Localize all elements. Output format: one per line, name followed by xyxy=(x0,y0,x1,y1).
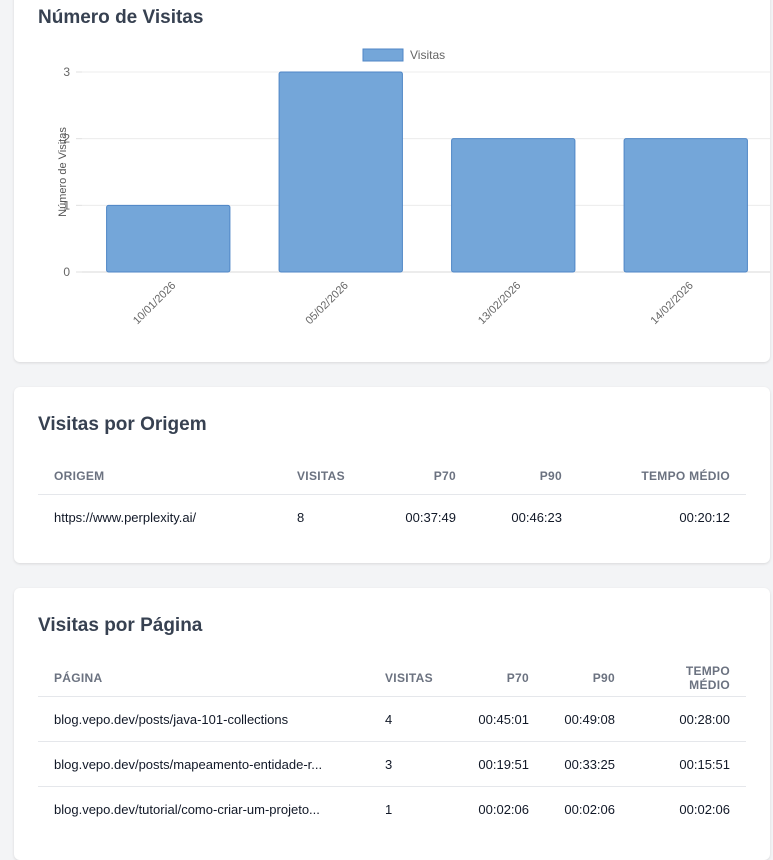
x-tick-label: 13/02/2026 xyxy=(476,280,523,327)
visits-by-page-card: Visitas por Página Página Visitas P70 P9… xyxy=(14,588,770,860)
p90-value: 00:02:06 xyxy=(564,801,615,817)
p90-value: 00:33:25 xyxy=(545,741,631,787)
column-header-visitas: Visitas xyxy=(281,457,381,495)
bar-05-02-2026 xyxy=(278,71,403,273)
page-url: blog.vepo.dev/posts/mapeamento-entidade-… xyxy=(38,741,369,787)
page-table: Página Visitas P70 P90 Tempo Médio blog.… xyxy=(38,659,746,831)
x-tick-label: 05/02/2026 xyxy=(303,280,350,327)
x-tick-label: 14/02/2026 xyxy=(648,280,695,327)
bar-14-02-2026 xyxy=(623,138,748,273)
bar-13-02-2026 xyxy=(451,138,576,273)
bar-10-01-2026 xyxy=(106,204,231,273)
p90-value: 00:49:08 xyxy=(545,696,631,742)
avg-time-value: 00:20:12 xyxy=(679,509,730,525)
origin-url: https://www.perplexity.ai/ xyxy=(54,509,197,525)
column-header-origem: Origem xyxy=(38,457,281,495)
table-row: https://www.perplexity.ai/ 8 00:37:49 00… xyxy=(38,495,746,540)
p90-value: 00:46:23 xyxy=(511,509,562,525)
y-axis-label: Número de Visitas xyxy=(57,127,69,217)
origin-table: Origem Visitas P70 P90 Tempo Médio https… xyxy=(38,457,746,539)
legend-swatch xyxy=(362,48,404,62)
visits-by-origin-card: Visitas por Origem Origem Visitas P70 P9… xyxy=(14,387,770,563)
column-header-p70: P70 xyxy=(457,659,545,697)
avg-time-value: 00:28:00 xyxy=(631,696,746,742)
y-tick-label: 0 xyxy=(63,265,70,279)
p70-value: 00:02:06 xyxy=(478,801,529,817)
p70-value: 00:45:01 xyxy=(457,696,545,742)
column-header-p90: P90 xyxy=(545,659,631,697)
x-tick-label: 10/01/2026 xyxy=(131,280,178,327)
column-header-tempo-medio: Tempo Médio xyxy=(631,659,746,697)
page-table-header: Página Visitas P70 P90 Tempo Médio xyxy=(38,659,746,697)
page-url-text: blog.vepo.dev/posts/mapeamento-entidade-… xyxy=(54,756,323,772)
origin-table-header: Origem Visitas P70 P90 Tempo Médio xyxy=(38,457,746,495)
table-row: blog.vepo.dev/tutorial/como-criar-um-pro… xyxy=(38,787,746,832)
visit-count: 4 xyxy=(369,696,457,742)
y-tick-label: 1 xyxy=(63,198,70,212)
p70-value: 00:19:51 xyxy=(457,741,545,787)
chart-title: Número de Visitas xyxy=(38,7,204,28)
y-tick-label: 2 xyxy=(63,132,70,146)
visits-bar-chart: 0 1 2 3 Número de Visitas 10/01/2026 05/02/202… xyxy=(57,48,770,327)
page-section-title: Visitas por Página xyxy=(38,615,203,636)
column-header-p70: P70 xyxy=(381,457,472,495)
column-header-p90: P90 xyxy=(472,457,578,495)
column-header-pagina: Página xyxy=(38,659,369,697)
y-tick-label: 3 xyxy=(63,65,70,79)
origin-section-title: Visitas por Origem xyxy=(38,414,207,435)
visits-chart-card: Número de Visitas 0 1 2 3 Número de Visitas 1… xyxy=(14,0,770,362)
page-url: blog.vepo.dev/tutorial/como-criar-um-pro… xyxy=(38,787,369,832)
avg-time-value: 00:02:06 xyxy=(679,801,730,817)
visit-count: 8 xyxy=(297,509,305,525)
visit-count: 1 xyxy=(385,801,393,817)
legend-label: Visitas xyxy=(410,48,445,62)
visit-count: 3 xyxy=(369,741,457,787)
table-row: blog.vepo.dev/posts/java-101-collections… xyxy=(38,696,746,742)
page-url-text: blog.vepo.dev/tutorial/como-criar-um-pro… xyxy=(54,801,320,817)
p70-value: 00:37:49 xyxy=(405,509,456,525)
page-url-text: blog.vepo.dev/posts/java-101-collections xyxy=(54,711,289,727)
avg-time-value: 00:15:51 xyxy=(631,741,746,787)
column-header-visitas: Visitas xyxy=(369,659,457,697)
page-url: blog.vepo.dev/posts/java-101-collections xyxy=(38,696,369,742)
table-row: blog.vepo.dev/posts/mapeamento-entidade-… xyxy=(38,741,746,787)
column-header-tempo-medio: Tempo Médio xyxy=(578,457,746,495)
